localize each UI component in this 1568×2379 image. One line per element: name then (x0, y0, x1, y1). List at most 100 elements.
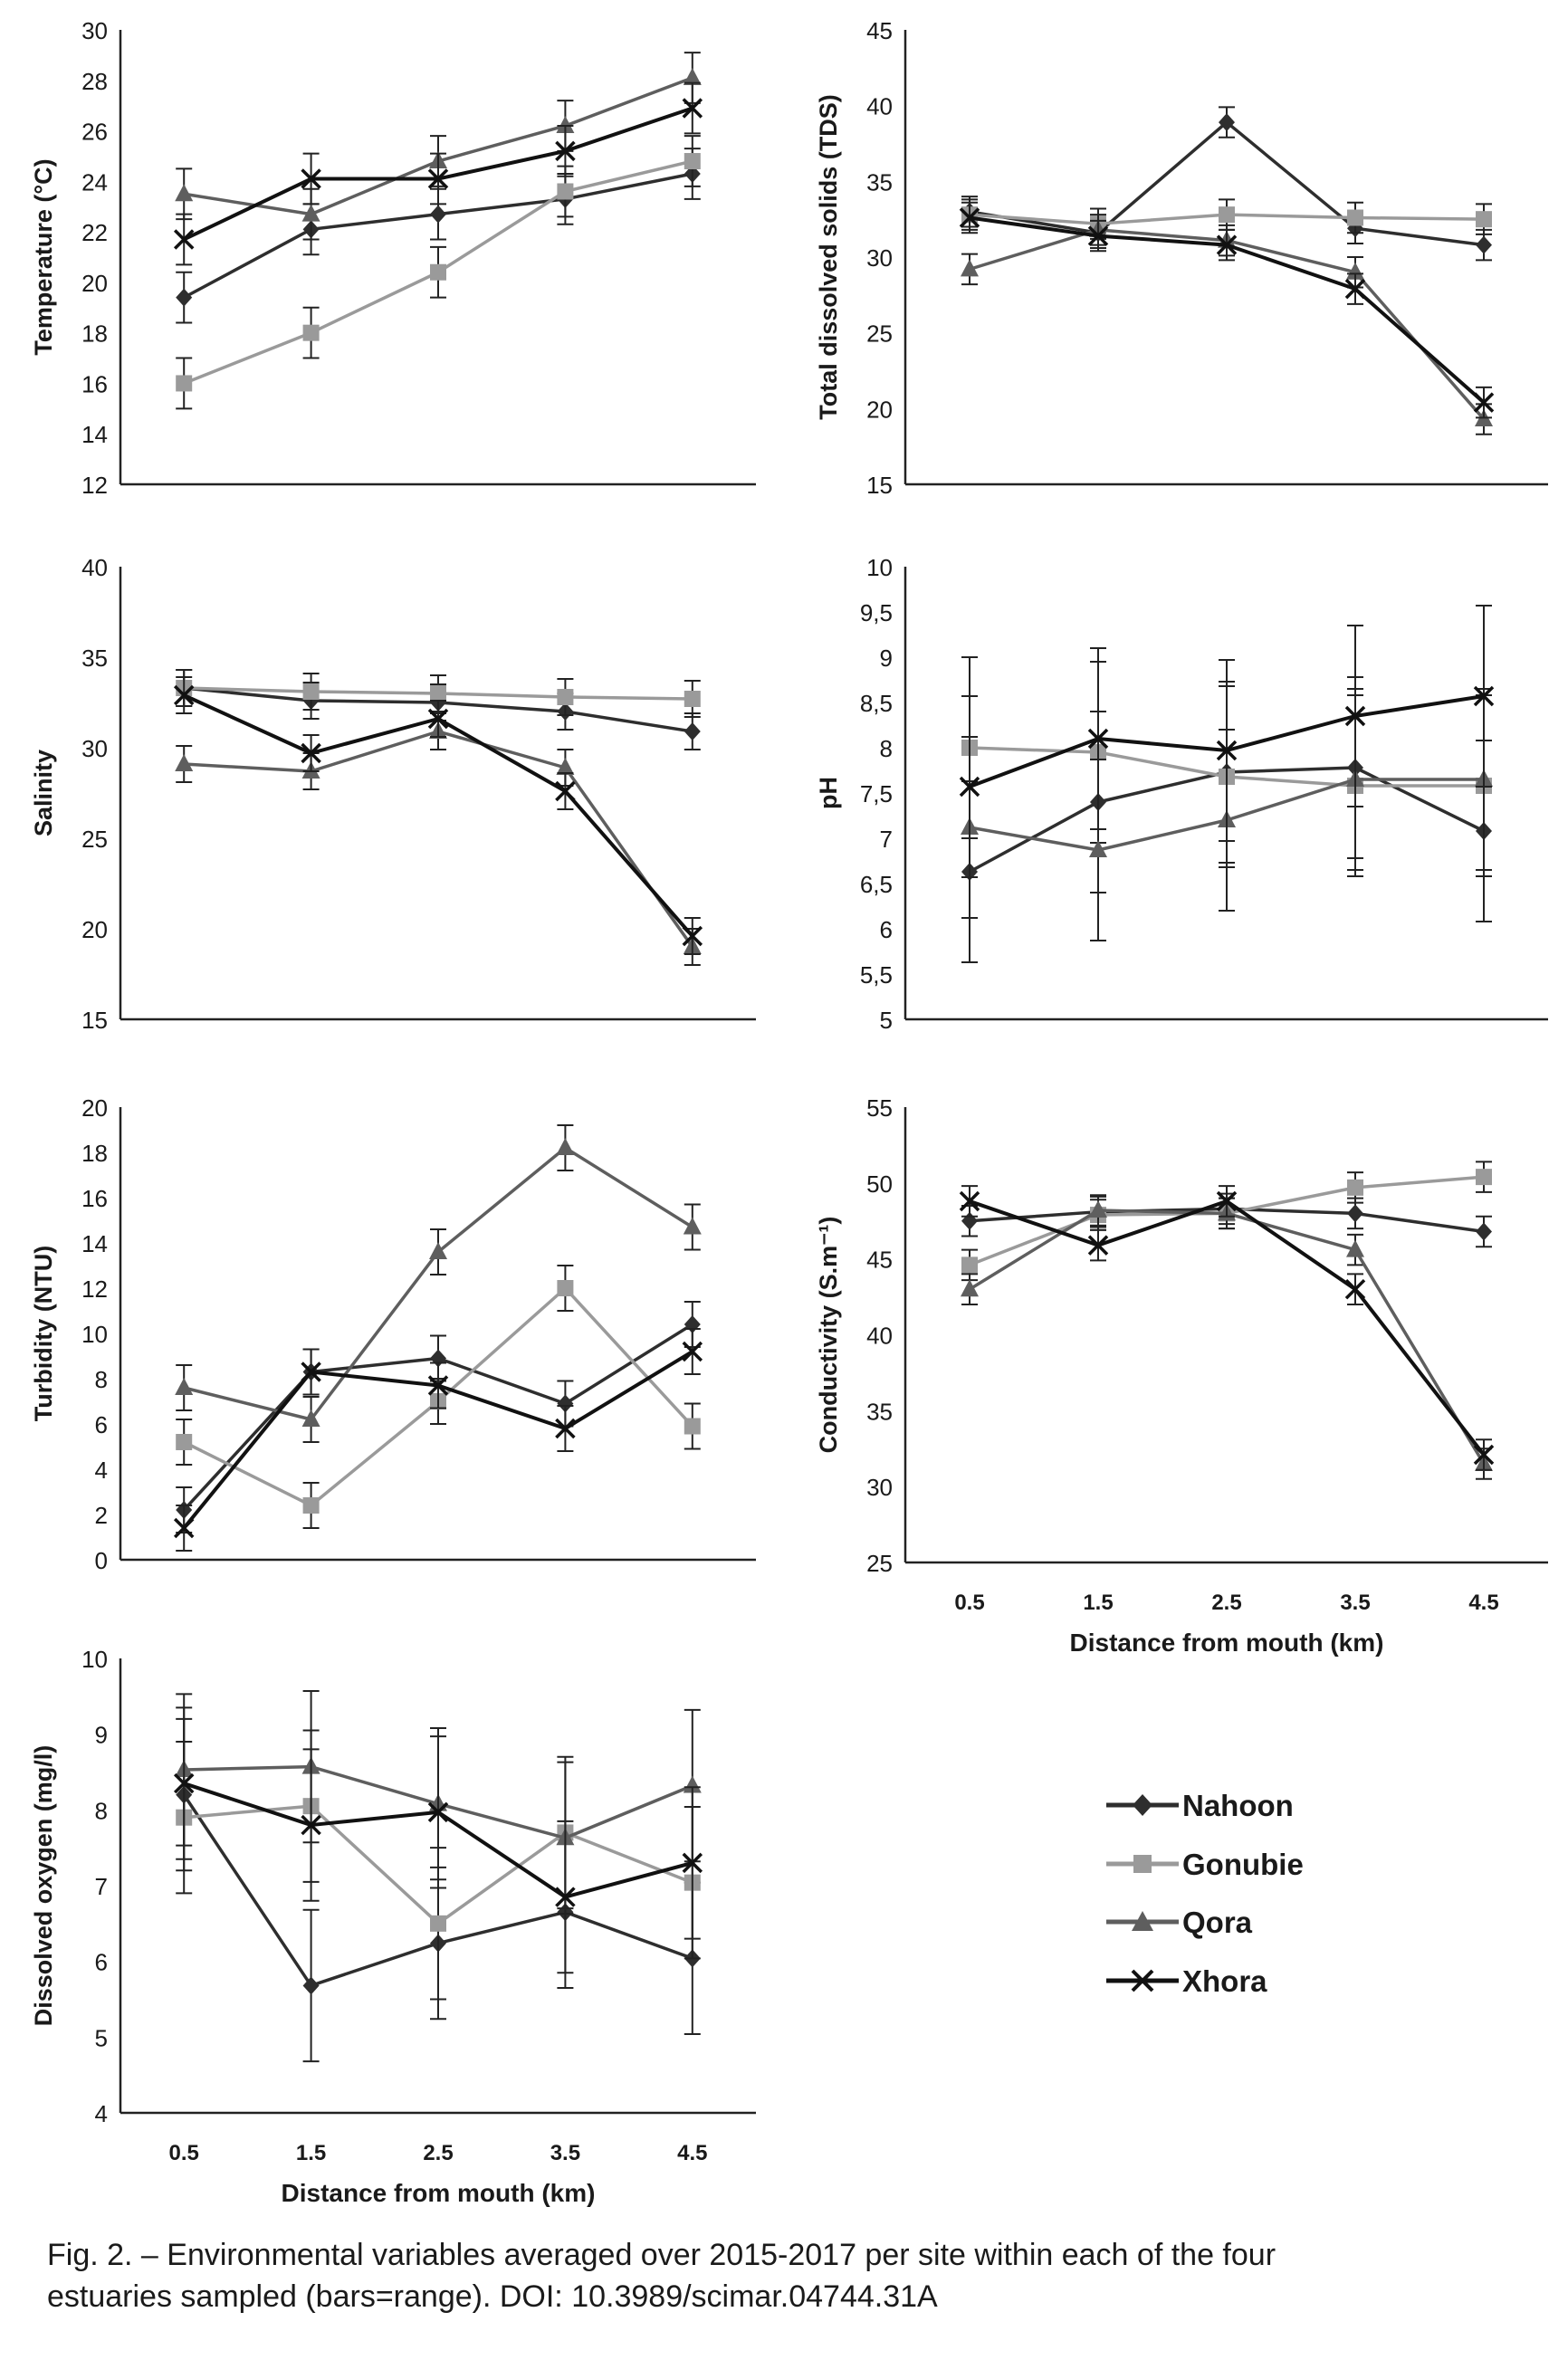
y-tick-label: 40 (866, 1323, 893, 1350)
series-xhora (173, 81, 703, 266)
y-tick-label: 20 (81, 270, 108, 297)
chart-tds: 15 20 25 30 35 40 45 Total dissolved solids (TD… (815, 17, 1548, 499)
chart-salinity: 15 20 25 30 35 40 Salinity (30, 554, 756, 1034)
data-point (683, 1775, 702, 1793)
series-xhora (173, 676, 703, 955)
x-tick-label: 1.5 (296, 2141, 326, 2165)
data-point (961, 259, 979, 277)
data-point (557, 1280, 574, 1296)
data-point (684, 691, 701, 707)
data-point (173, 229, 195, 250)
data-point (961, 1256, 978, 1274)
data-point (1344, 705, 1366, 727)
data-point (429, 1242, 447, 1259)
data-point (683, 67, 702, 85)
data-point (1473, 685, 1495, 707)
chart-ph: 5 5,5 6 6,5 7 7,5 8 8,5 9 9,5 10 pH (815, 554, 1548, 1034)
data-point (302, 683, 320, 700)
series-line (969, 1209, 1486, 1465)
data-point (173, 1772, 195, 1794)
chart-conductivity: 25 30 35 40 45 50 55 Conductivity (S.m⁻¹) 0.5 1.5… (815, 1094, 1548, 1657)
data-point (1216, 740, 1238, 761)
data-point (1216, 1190, 1238, 1212)
y-tick-label: 20 (866, 396, 893, 423)
y-axis-title: pH (815, 777, 842, 809)
data-point (1087, 1235, 1109, 1256)
series-qora (175, 1124, 702, 1443)
y-tick-label: 30 (866, 1474, 893, 1501)
data-point (1346, 262, 1364, 280)
y-tick-label: 10 (81, 1646, 108, 1673)
y-tick-label: 2 (95, 1502, 108, 1529)
data-point (301, 168, 321, 189)
data-point (427, 1801, 449, 1823)
y-axis-title: Conductivity (S.m⁻¹) (815, 1217, 842, 1454)
y-tick-label: 28 (81, 68, 108, 95)
series-xhora (959, 1185, 1495, 1471)
data-point (555, 780, 576, 802)
x-marker-icon (1131, 1969, 1154, 1992)
series-line (969, 1199, 1486, 1457)
data-point (959, 1190, 980, 1212)
caption-line-1: Fig. 2. – Environmental variables averag… (47, 2238, 1276, 2272)
y-tick-label: 30 (81, 17, 108, 44)
series-xhora (173, 1328, 703, 1552)
y-tick-label: 15 (81, 1007, 108, 1034)
y-axis-title: Turbidity (NTU) (30, 1246, 57, 1421)
x-tick-label: 0.5 (169, 2141, 199, 2165)
x-tick-label: 2.5 (423, 2141, 453, 2165)
chart-turbidity: 0 2 4 6 8 10 12 14 16 18 20 Turbidity (NTU) (30, 1094, 756, 1574)
x-axis-title: Distance from mouth (km) (1070, 1629, 1384, 1657)
y-tick-label: 9,5 (860, 599, 893, 626)
y-tick-label: 5 (95, 2024, 108, 2051)
data-point (556, 1138, 575, 1155)
y-axis-title: Temperature (°C) (30, 158, 57, 355)
x-tick-label: 4.5 (1468, 1591, 1498, 1615)
y-tick-label: 14 (81, 1230, 108, 1257)
x-tick-label: 1.5 (1083, 1591, 1113, 1615)
y-tick-label: 4 (95, 2100, 108, 2127)
data-point (555, 1418, 576, 1439)
data-point (1344, 278, 1366, 300)
data-point (1216, 234, 1238, 255)
data-point (555, 140, 576, 162)
data-point (683, 1217, 702, 1235)
y-axis-title: Salinity (30, 750, 57, 836)
y-tick-label: 18 (81, 320, 108, 348)
data-point (557, 1394, 574, 1413)
square-marker-icon (1133, 1855, 1152, 1873)
data-point (302, 1497, 320, 1514)
legend-entry-nahoon: Nahoon (1106, 1789, 1294, 1822)
y-tick-label: 40 (81, 554, 108, 581)
data-point (301, 204, 320, 222)
data-point (682, 1341, 703, 1362)
y-tick-label: 26 (81, 119, 108, 146)
y-tick-label: 25 (81, 826, 108, 853)
series-qora (175, 712, 702, 966)
data-point (173, 684, 195, 706)
y-tick-label: 10 (81, 1321, 108, 1348)
y-tick-label: 40 (866, 93, 893, 120)
diamond-marker-icon (1133, 1794, 1152, 1816)
legend-label-gonubie: Gonubie (1182, 1848, 1304, 1881)
y-tick-label: 15 (866, 472, 893, 499)
y-tick-label: 25 (866, 1550, 893, 1577)
y-tick-label: 18 (81, 1140, 108, 1167)
data-point (1089, 840, 1107, 857)
data-point (175, 184, 194, 202)
caption-line-2: estuaries sampled (bars=range). DOI: 10.… (47, 2279, 938, 2314)
data-point (959, 776, 980, 798)
y-tick-label: 14 (81, 421, 108, 448)
data-point (684, 1418, 701, 1435)
y-tick-label: 45 (866, 17, 893, 44)
series-line (184, 730, 694, 949)
data-point (302, 1976, 320, 1995)
y-tick-label: 35 (866, 1398, 893, 1425)
y-tick-label: 30 (81, 735, 108, 762)
data-point (1476, 211, 1492, 228)
y-tick-label: 5 (880, 1007, 893, 1034)
data-point (1219, 206, 1235, 224)
legend-label-qora: Qora (1182, 1906, 1253, 1939)
data-point (430, 205, 446, 224)
